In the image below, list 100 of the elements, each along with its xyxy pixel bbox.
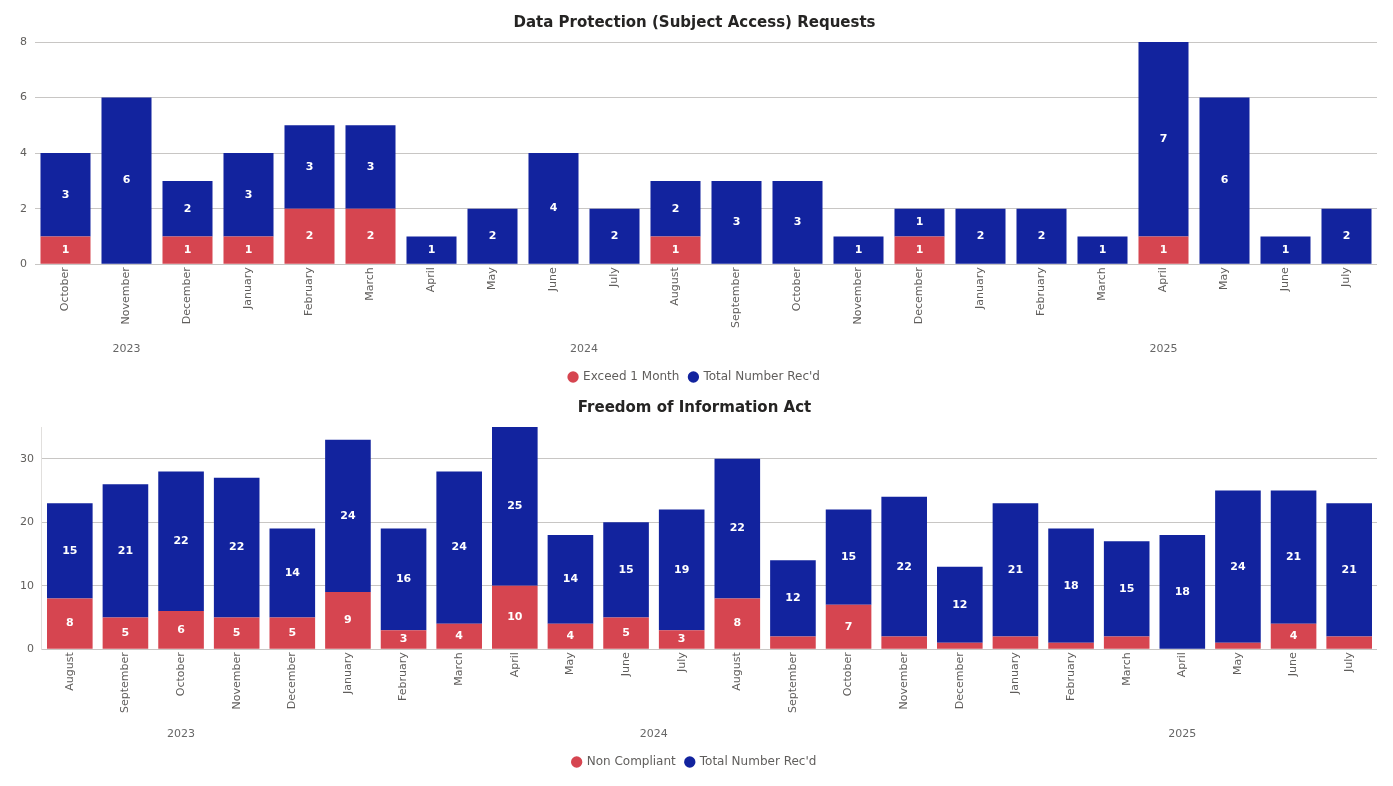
- x-tick-label: March: [1119, 652, 1133, 686]
- x-tick-label: January: [340, 651, 354, 695]
- bar: [492, 427, 538, 586]
- x-tick-label: August: [62, 651, 76, 691]
- data-label: 1: [1281, 242, 1290, 256]
- bar: [1048, 642, 1094, 649]
- data-label: 3: [366, 159, 375, 173]
- data-label: 1: [183, 242, 192, 256]
- x-tick-label: November: [897, 651, 911, 710]
- data-label: 3: [399, 632, 408, 646]
- data-label: 2: [305, 229, 314, 243]
- data-label: 3: [732, 215, 741, 229]
- bar: [284, 125, 335, 209]
- bar: [894, 208, 945, 237]
- data-label: 6: [122, 173, 131, 187]
- x-tick-label: April: [424, 267, 438, 293]
- y-tick-label: 6: [20, 90, 27, 104]
- bar: [1199, 97, 1250, 264]
- x-tick-label: September: [729, 266, 743, 329]
- y-tick-label: 20: [20, 515, 34, 529]
- x-tick-label: April: [1156, 267, 1170, 293]
- bar: [492, 585, 538, 649]
- bar: [714, 598, 761, 649]
- data-label: 21: [1341, 562, 1357, 576]
- bar: [658, 630, 705, 649]
- x-tick-label: January: [241, 266, 255, 310]
- bar: [436, 623, 482, 649]
- bar: [1215, 642, 1261, 649]
- bar: [40, 236, 91, 264]
- data-label: 24: [340, 508, 356, 522]
- x-tick-label: August: [730, 651, 744, 691]
- bar: [1326, 503, 1372, 637]
- text: 2023: [112, 341, 141, 355]
- bar: [102, 617, 149, 649]
- data-label: 24: [451, 540, 468, 554]
- data-label: 15: [618, 562, 634, 576]
- data-label: 4: [455, 629, 464, 643]
- data-label: 1: [244, 242, 253, 256]
- data-label: 1: [915, 215, 924, 229]
- text: 2025: [1149, 341, 1178, 355]
- data-label: 22: [896, 559, 912, 573]
- bar: [658, 509, 705, 631]
- data-label: 15: [1119, 581, 1135, 595]
- x-tick-label: October: [790, 266, 804, 312]
- data-label: 3: [61, 187, 70, 201]
- data-label: 21: [117, 543, 134, 557]
- x-tick-label: January: [1008, 651, 1022, 695]
- data-label: 7: [1159, 132, 1168, 146]
- data-label: 5: [232, 625, 241, 639]
- text: 2024: [639, 726, 668, 740]
- data-label: 4: [566, 629, 575, 643]
- bar: [345, 208, 396, 264]
- bar: [1016, 208, 1067, 264]
- bar: [528, 153, 579, 264]
- legend-label: Total Number Rec'd: [702, 369, 820, 384]
- data-label: 2: [976, 229, 985, 243]
- bar: [102, 484, 149, 618]
- data-label: 3: [244, 187, 253, 201]
- data-label: 12: [785, 591, 801, 605]
- bar: [937, 642, 983, 649]
- bar: [325, 439, 371, 593]
- y-tick-label: 0: [27, 642, 34, 656]
- data-label: 5: [288, 625, 297, 639]
- x-tick-label: December: [285, 651, 299, 710]
- data-label: 14: [284, 565, 301, 579]
- bar: [650, 180, 701, 237]
- x-tick-label: January: [973, 266, 987, 310]
- x-tick-label: March: [363, 267, 377, 301]
- bar: [162, 180, 213, 237]
- data-label: 9: [344, 613, 352, 627]
- x-tick-label: June: [1278, 266, 1292, 293]
- bar: [547, 534, 594, 624]
- y-tick-label: 10: [20, 578, 34, 592]
- data-label: 22: [229, 540, 245, 554]
- bar: [269, 528, 316, 618]
- data-label: 15: [62, 543, 78, 557]
- data-label: 1: [1159, 242, 1168, 256]
- x-tick-label: June: [546, 266, 560, 293]
- data-label: 2: [671, 201, 680, 215]
- x-tick-label: February: [302, 266, 316, 316]
- x-tick-label: July: [674, 651, 688, 673]
- bar: [1138, 236, 1189, 264]
- data-label: 3: [305, 159, 314, 173]
- x-tick-label: September: [785, 651, 799, 714]
- data-label: 4: [549, 201, 558, 215]
- x-tick-label: July: [1342, 651, 1356, 673]
- x-tick-label: November: [119, 266, 133, 325]
- chart-title: Freedom of Information Act: [577, 397, 812, 416]
- data-label: 10: [507, 610, 523, 624]
- data-label: 6: [1220, 173, 1229, 187]
- bar: [711, 180, 762, 264]
- data-label: 2: [366, 229, 375, 243]
- x-tick-label: August: [668, 266, 682, 306]
- x-tick-label: June: [618, 651, 632, 678]
- x-tick-label: December: [952, 651, 966, 710]
- bar: [770, 560, 816, 637]
- text: 2025: [1168, 726, 1197, 740]
- legend-label: Non Compliant: [586, 754, 677, 769]
- bar: [467, 208, 518, 264]
- data-label: 2: [1037, 229, 1046, 243]
